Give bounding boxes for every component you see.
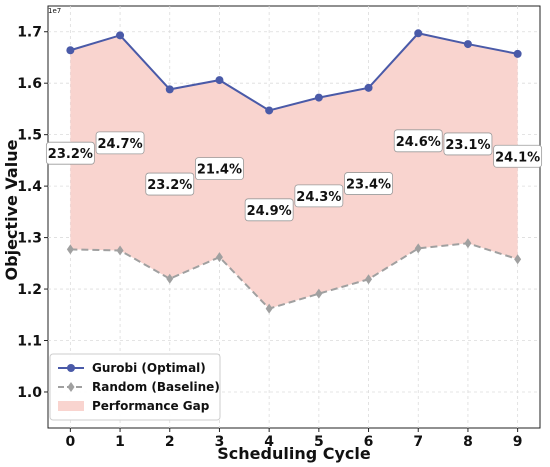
series-layer: [66, 29, 522, 314]
gap-label-box: [294, 184, 344, 208]
x-axis-title: Scheduling Cycle: [217, 444, 371, 463]
data-point: [365, 274, 373, 285]
y-tick-label: 1.6: [17, 76, 42, 92]
performance-gap-area: [70, 33, 518, 309]
legend-label: Gurobi (Optimal): [92, 361, 206, 375]
series-line-random: [70, 242, 518, 310]
x-tick-label: 4: [264, 434, 274, 450]
data-point: [463, 40, 472, 49]
gap-label: 23.2%: [147, 178, 192, 193]
legend-marker: [67, 382, 75, 392]
x-tick-label: 8: [463, 434, 473, 450]
axes-layer: 0 1 2 3 4 5 6 7 8 9 1.0 1.1 1.2 1.3 1.4 1.5 1.6 1.7: [17, 25, 522, 450]
gap-label-box: [493, 144, 543, 168]
data-point: [414, 29, 423, 38]
y-axis-title: Objective Value: [2, 139, 21, 280]
gap-label-box: [95, 131, 145, 155]
gap-labels-layer: 23.2% 24.7% 23.2% 21.4% 24.9% 24.3% 23.4% 24.6%…: [45, 129, 543, 222]
x-tick-label: 5: [314, 434, 324, 450]
y-tick-label: 1.1: [17, 334, 42, 350]
legend-box: [49, 353, 221, 421]
y-tick-label: 1.5: [17, 128, 42, 144]
x-tick-label: 1: [115, 434, 125, 450]
y-tick-label: 1.7: [17, 25, 42, 41]
gap-label: 24.3%: [296, 190, 341, 205]
data-point: [315, 288, 323, 299]
data-point: [215, 76, 224, 85]
legend-label: Performance Gap: [92, 399, 210, 413]
legend-swatch: [58, 401, 84, 411]
y-multiplier-label: 1e7: [48, 7, 61, 15]
x-tick-label: 7: [413, 434, 423, 450]
x-tick-label: 3: [215, 434, 225, 450]
data-point: [66, 244, 74, 255]
data-point: [513, 49, 522, 58]
gap-label-box: [244, 198, 294, 222]
x-tick-label: 9: [513, 434, 523, 450]
data-point: [265, 303, 273, 314]
gap-label-box: [45, 141, 95, 165]
gap-label-box: [443, 132, 493, 156]
x-tick-label: 0: [65, 434, 75, 450]
gap-label: 24.1%: [495, 150, 540, 165]
gap-label: 24.9%: [247, 204, 292, 219]
data-point: [464, 238, 472, 249]
data-point: [314, 93, 323, 102]
data-point: [166, 273, 174, 284]
gap-label-box: [344, 172, 393, 195]
y-tick-label: 1.2: [17, 282, 42, 298]
data-point: [414, 243, 422, 254]
legend-label: Random (Baseline): [92, 380, 220, 394]
y-tick-label: 1.4: [17, 179, 42, 195]
gap-label-box: [393, 129, 443, 153]
gap-fill-layer: [70, 33, 518, 309]
gap-label: 21.4%: [197, 163, 242, 178]
gap-label: 24.7%: [98, 137, 143, 152]
legend: Gurobi (Optimal) Random (Baseline) Perform…: [49, 353, 221, 421]
y-tick-label: 1.3: [17, 231, 42, 247]
data-point: [165, 85, 174, 94]
legend-marker: [67, 364, 75, 372]
gap-label-box: [195, 157, 244, 181]
series-line-gurobi: [70, 32, 518, 112]
gap-label: 23.4%: [346, 178, 391, 193]
gap-label: 23.2%: [48, 147, 93, 162]
x-tick-label: 6: [364, 434, 374, 450]
x-tick-label: 2: [165, 434, 175, 450]
y-tick-label: 1.0: [17, 385, 42, 401]
data-point: [364, 83, 373, 92]
data-point: [215, 252, 223, 263]
data-point: [265, 106, 274, 115]
data-point: [116, 31, 125, 40]
gap-label: 24.6%: [396, 135, 441, 150]
gap-label: 23.1%: [445, 138, 490, 153]
data-point: [66, 46, 75, 55]
data-point: [116, 245, 124, 256]
gap-label-box: [145, 172, 195, 196]
data-point: [514, 254, 522, 265]
